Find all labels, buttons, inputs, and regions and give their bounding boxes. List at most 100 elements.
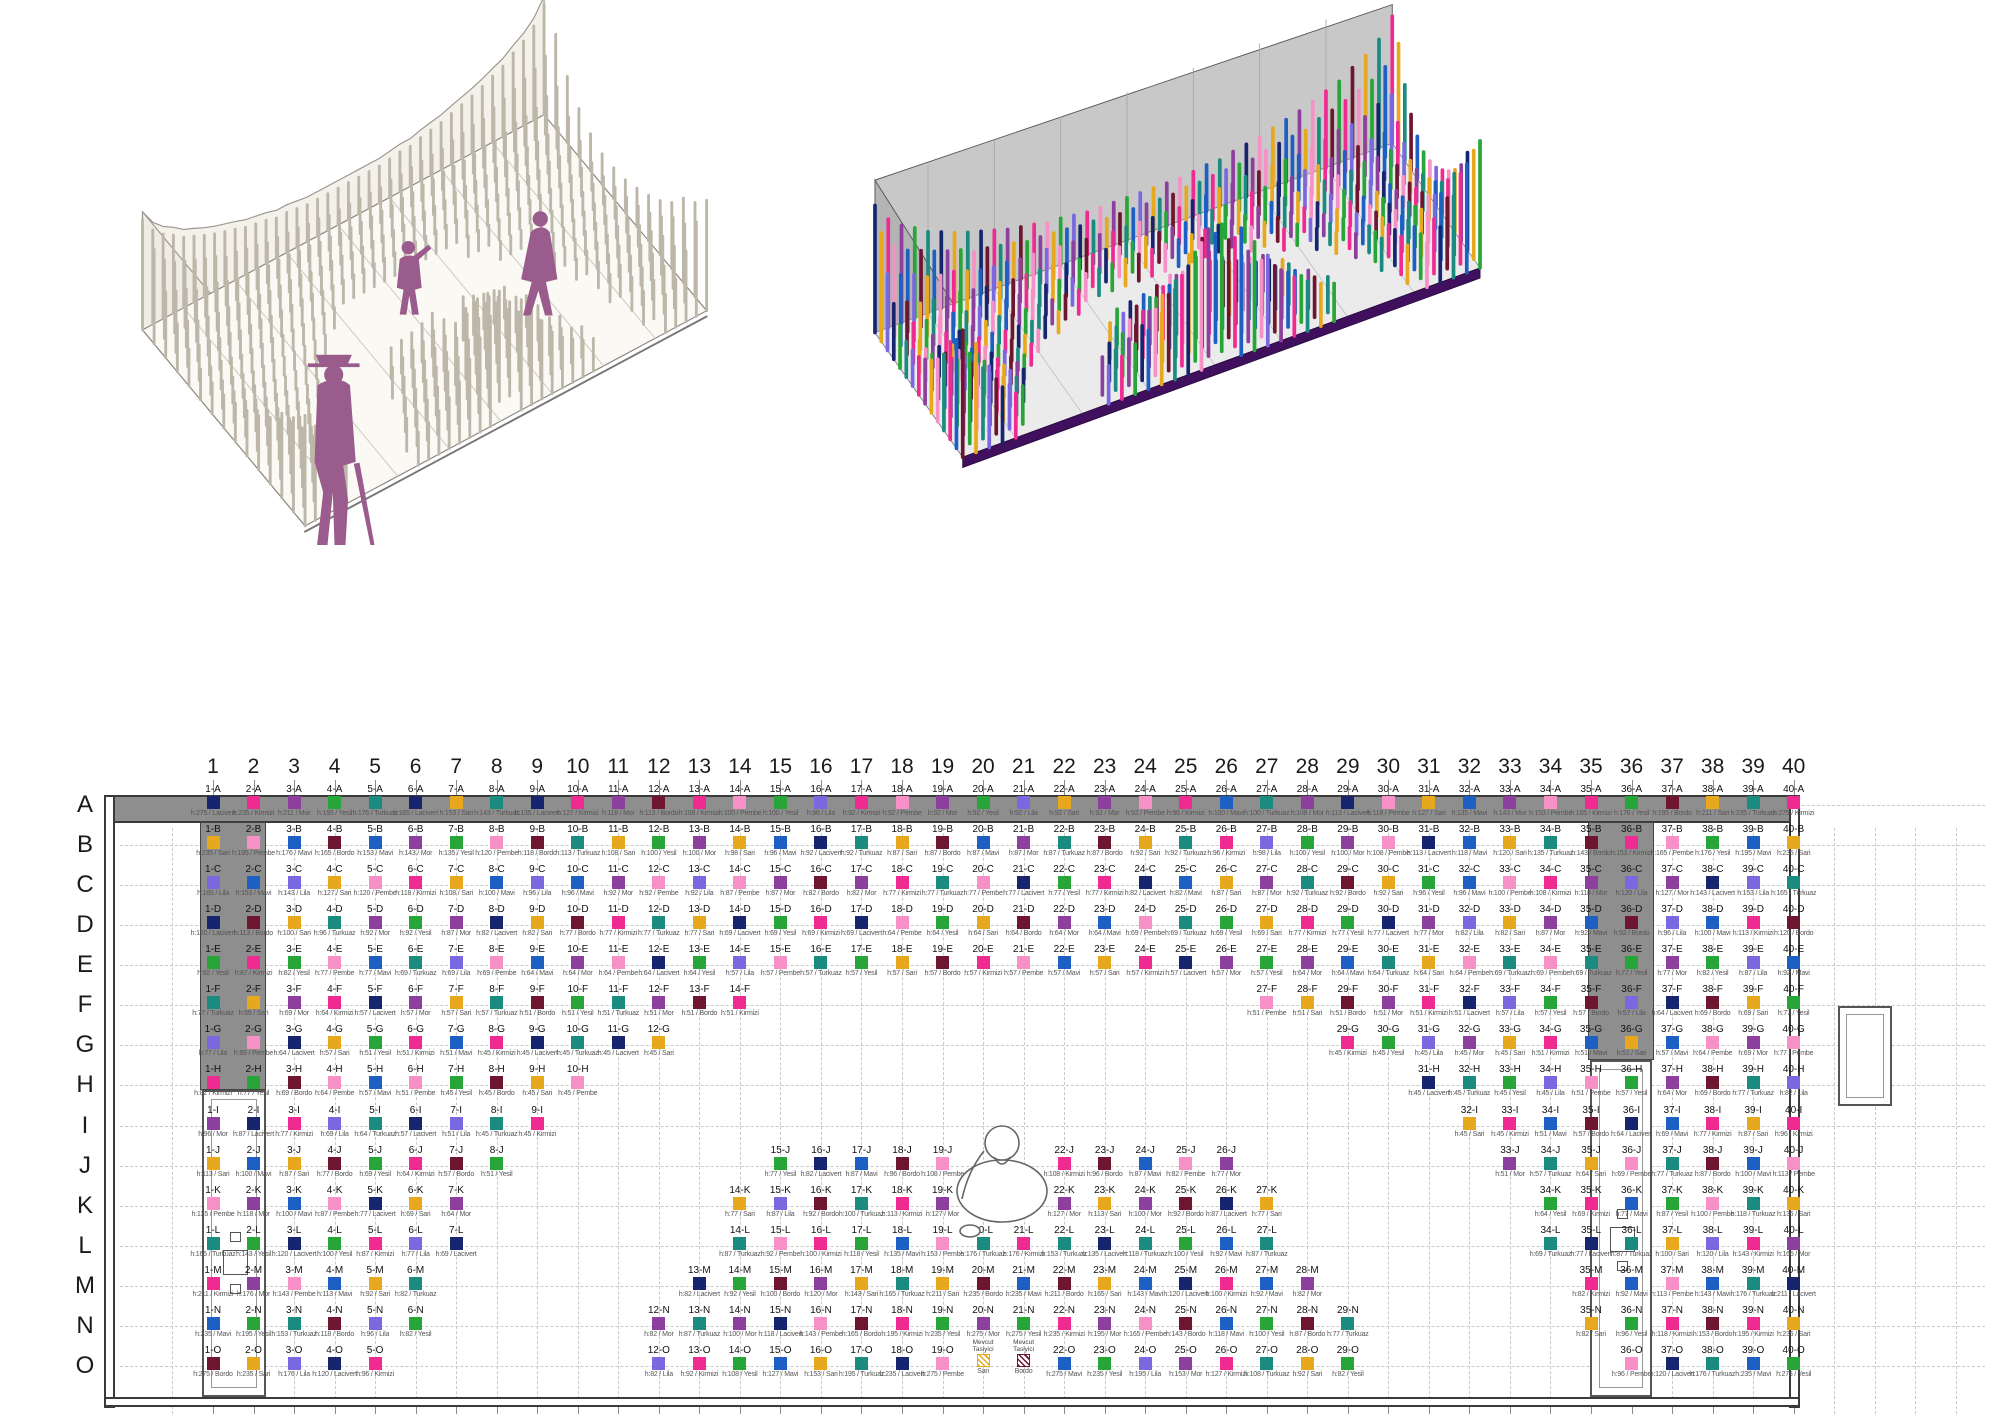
cell-height-label: h:96 / Pembe	[1611, 1370, 1652, 1378]
grid-cell: 13-N h:87 / Turkuaz	[654, 1305, 744, 1339]
cell-id: 24-C	[1134, 864, 1157, 876]
color-swatch	[1665, 916, 1679, 930]
color-swatch	[895, 796, 909, 809]
color-swatch	[1341, 1356, 1355, 1370]
cell-id: 22-L	[1054, 1224, 1075, 1236]
grid-cell: 7-G h:51 / Mavi	[411, 1024, 501, 1058]
cell-height-label: h:64 / Mavi	[521, 970, 554, 978]
cell-id: 8-F	[489, 984, 505, 996]
cell-height-label: h:45 / Sari	[1454, 1130, 1485, 1138]
grid-cell: 9-A h:135 / Lacivert	[492, 784, 582, 818]
color-swatch	[1260, 876, 1274, 890]
cell-height-label: h:77 / Sari	[725, 1210, 755, 1218]
cell-height-label: h:165 / Turkuaz	[879, 1290, 925, 1298]
cell-id: 9-E	[529, 944, 546, 956]
color-swatch	[1138, 956, 1152, 970]
cell-id: 37-D	[1661, 904, 1683, 916]
cell-height-label: h:69 / Pembe	[1530, 970, 1571, 978]
color-swatch	[328, 1276, 342, 1290]
cell-id: 31-D	[1418, 904, 1440, 916]
color-swatch	[1746, 916, 1760, 930]
cell-height-label: h:96 / Lila	[806, 810, 836, 817]
cell-height-label: h:82 / Sari	[1576, 1330, 1606, 1338]
grid-cell: 2-K h:118 / Mor	[209, 1185, 299, 1219]
grid-cell: 3-E h:82 / Yesil	[249, 944, 339, 978]
grid-cell: 13-B h:100 / Mor	[654, 824, 744, 858]
cell-id: 40-J	[1783, 1144, 1804, 1156]
col-gridline	[699, 828, 701, 1414]
cell-height-label: h:87 / Pembe	[720, 890, 760, 898]
cell-id: 2-A	[245, 784, 262, 795]
color-swatch	[1543, 1236, 1557, 1250]
grid-cell: 31-H h:45 / Lacivert	[1384, 1064, 1474, 1098]
cell-height-label: h:87 / Lacivert	[233, 1130, 274, 1138]
cell-id: 39-L	[1743, 1224, 1764, 1236]
column-tick	[1145, 1406, 1147, 1414]
grid-cell: 9-G h:45 / Lacivert	[492, 1024, 582, 1058]
cell-id: 34-G	[1539, 1024, 1562, 1036]
row-gridline	[120, 1325, 1985, 1327]
cell-height-label: h:77 / Kirmizi	[883, 890, 921, 898]
color-swatch	[368, 956, 382, 970]
col-gridline	[1915, 828, 1916, 1414]
cell-id: 37-N	[1661, 1304, 1683, 1316]
color-swatch	[1179, 836, 1193, 850]
cell-height-label: h:92 / Turkuaz	[1164, 850, 1207, 858]
cell-height-label: h:57 / Sari	[1089, 970, 1120, 978]
grid-cell: 35-E h:69 / Turkuaz	[1546, 944, 1636, 978]
color-swatch	[854, 796, 868, 809]
color-swatch	[1098, 1276, 1112, 1290]
cell-id: 5-L	[367, 1224, 383, 1236]
color-swatch	[409, 1196, 423, 1210]
cell-height-label: h:100 / Sari	[1655, 1250, 1689, 1258]
column-tick	[1347, 1406, 1349, 1414]
grid-cell: 6-F h:57 / Mor	[371, 984, 461, 1018]
row-gridline	[120, 1165, 1985, 1167]
grid-cell: 1-M h:211 / Kirmizi	[168, 1265, 258, 1299]
column-number: 40	[1781, 755, 1806, 778]
color-swatch	[1219, 1276, 1233, 1290]
color-swatch	[733, 916, 747, 930]
color-swatch	[773, 1196, 787, 1210]
grid-cell: 31-F h:51 / Kirmizi	[1384, 984, 1474, 1018]
grid-cell: 29-B h:100 / Mor	[1303, 824, 1393, 858]
grid-cell: 15-L h:92 / Pembe	[735, 1225, 825, 1259]
color-swatch	[652, 956, 666, 970]
cell-height-label: h:87 / Turkuaz	[719, 1250, 761, 1258]
grid-cell: 22-O h:275 / Mavi	[1019, 1345, 1109, 1379]
color-swatch	[1300, 796, 1314, 809]
grid-cell: 36-C h:120 / Lila	[1587, 864, 1677, 898]
cell-height-label: h:69 / Lila	[320, 1130, 349, 1138]
color-swatch	[1746, 1236, 1760, 1250]
cell-height-label: h:153 / Mor	[1169, 1370, 1203, 1378]
color-swatch	[1503, 1036, 1517, 1050]
cell-height-label: h:176 / Yesil	[1613, 810, 1650, 817]
grid-cell: 20-L h:176 / Turkuaz	[938, 1225, 1028, 1259]
cell-id: 38-L	[1702, 1224, 1723, 1236]
cell-height-label: h:77 / Mavi	[359, 970, 392, 978]
color-swatch	[1179, 1156, 1193, 1170]
cell-id: 31-G	[1417, 1024, 1440, 1036]
grid-cell: 32-E h:64 / Pembe	[1424, 944, 1514, 978]
color-swatch	[1787, 996, 1801, 1010]
cell-id: 9-B	[529, 824, 546, 836]
color-swatch	[936, 1316, 950, 1330]
cell-id: 20-C	[972, 864, 994, 876]
cell-height-label: h:92 / Bordo	[1167, 1210, 1204, 1218]
cell-height-label: h:195 / Yesil	[235, 1330, 272, 1338]
cell-id: 27-D	[1255, 904, 1278, 916]
grid-cell: 34-K h:64 / Yesil	[1505, 1185, 1595, 1219]
color-swatch	[409, 1316, 423, 1330]
color-swatch	[1625, 836, 1639, 850]
cell-height-label: h:77 / Yesil	[1615, 970, 1648, 978]
cell-id: 6-D	[407, 904, 424, 916]
cell-height-label: h:100 / Pembe	[1488, 890, 1532, 898]
cell-height-label: h:77 / Yesil	[237, 1090, 270, 1098]
cell-height-label: h:64 / Sari	[1414, 970, 1444, 978]
cell-id: 21-B	[1013, 824, 1035, 836]
cell-id: 37-H	[1661, 1064, 1683, 1076]
grid-cell: 18-E h:57 / Sari	[857, 944, 947, 978]
cell-height-label: h:64 / Turkuaz	[354, 1130, 396, 1138]
grid-cell: 26-O h:127 / Kirmizi	[1181, 1345, 1271, 1379]
cell-height-label: h:82 / Yesil	[1332, 1370, 1364, 1378]
